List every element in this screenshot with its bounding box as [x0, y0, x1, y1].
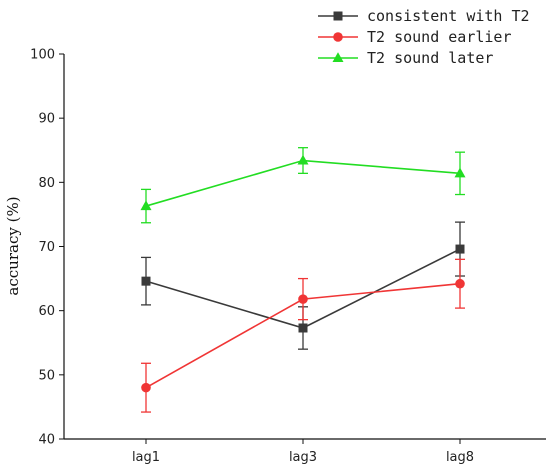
x-tick-label: lag8 — [446, 450, 474, 465]
x-tick-label: lag3 — [289, 450, 317, 465]
data-point — [141, 276, 151, 286]
y-tick-label: 100 — [30, 48, 55, 63]
data-point — [454, 167, 466, 178]
y-tick-label: 90 — [38, 112, 55, 127]
y-tick-label: 70 — [38, 240, 55, 255]
legend-item-1: T2 sound earlier — [318, 28, 512, 46]
legend-label: T2 sound later — [367, 49, 493, 67]
legend-label: T2 sound earlier — [367, 28, 512, 46]
legend-item-0: consistent with T2 — [318, 7, 530, 25]
axes: 40 50 60 70 80 90 100 lag1 lag3 lag8 — [30, 48, 546, 465]
legend-marker — [333, 32, 343, 42]
y-tick-label: 60 — [38, 304, 55, 319]
legend-item-2: T2 sound later — [318, 49, 493, 67]
series-layer — [140, 147, 466, 413]
data-point — [298, 323, 308, 333]
data-point — [140, 200, 152, 211]
y-tick-label: 80 — [38, 176, 55, 191]
series-2 — [140, 147, 466, 224]
legend-label: consistent with T2 — [367, 7, 530, 25]
data-point — [298, 294, 308, 304]
legend: consistent with T2 T2 sound earlier T2 sou… — [318, 7, 530, 67]
data-point — [455, 244, 465, 254]
y-tick-label: 50 — [38, 368, 55, 383]
y-tick-label: 40 — [38, 433, 55, 448]
x-tick-label: lag1 — [132, 450, 160, 465]
series-1 — [141, 258, 465, 413]
legend-marker — [333, 11, 343, 21]
y-axis-title: accuracy (%) — [4, 196, 22, 295]
data-point — [141, 382, 151, 393]
data-point — [297, 154, 309, 165]
legend-marker — [332, 52, 344, 62]
data-point — [455, 278, 465, 289]
